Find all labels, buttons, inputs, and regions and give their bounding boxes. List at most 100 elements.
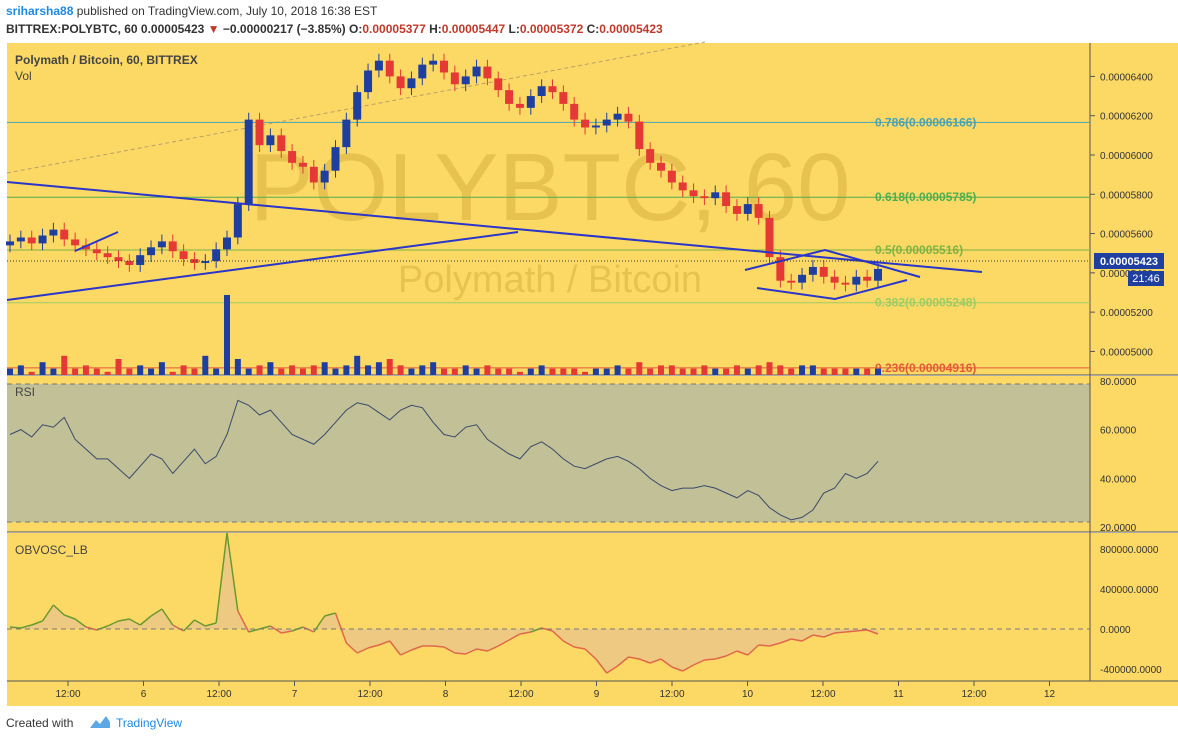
volume-bar bbox=[799, 365, 806, 375]
volume-bar bbox=[842, 368, 849, 375]
candle-body bbox=[874, 268, 882, 281]
obv-segment bbox=[378, 640, 391, 646]
candle-body bbox=[212, 249, 221, 262]
volume-bar bbox=[397, 365, 404, 375]
obv-segment bbox=[205, 622, 217, 627]
candle-body bbox=[407, 78, 416, 89]
volume-bar bbox=[148, 368, 155, 375]
volume-bars bbox=[7, 295, 881, 375]
obv-segment bbox=[562, 640, 575, 648]
obv-segment bbox=[215, 532, 228, 624]
obv-segment bbox=[704, 658, 716, 661]
rsi-line bbox=[9, 399, 879, 521]
volume-bar bbox=[625, 368, 632, 375]
obv-segment bbox=[736, 650, 749, 656]
chart-canvas[interactable]: POLYBTC, 60 Polymath / Bitcoin 0.786(0.0… bbox=[0, 40, 1178, 706]
symbol-label: BITTREX:POLYBTC, 60 bbox=[6, 22, 138, 36]
descending-trendline[interactable] bbox=[6, 181, 983, 273]
obv-pane[interactable] bbox=[7, 533, 1090, 681]
price-axis[interactable] bbox=[1090, 43, 1178, 375]
obv-segment bbox=[356, 647, 369, 654]
fib-level-label: 0.382(0.00005248) bbox=[875, 296, 976, 310]
candle-body bbox=[472, 66, 481, 77]
change-value: −0.00000217 (−3.85%) bbox=[222, 22, 346, 36]
candle-body bbox=[787, 280, 796, 283]
candle-body bbox=[49, 229, 58, 236]
author-link[interactable]: sriharsha88 bbox=[6, 4, 74, 18]
volume-bar bbox=[202, 355, 209, 375]
volume-bar bbox=[701, 365, 708, 375]
candle-body bbox=[81, 245, 90, 250]
open-value: 0.00005377 bbox=[362, 22, 426, 36]
candle-body bbox=[277, 135, 286, 152]
volume-bar bbox=[755, 365, 762, 375]
volume-bar bbox=[375, 362, 382, 375]
volume-bar bbox=[744, 368, 751, 375]
candle-body bbox=[71, 239, 80, 246]
time-axis[interactable] bbox=[7, 681, 1178, 706]
candle-body bbox=[863, 276, 872, 281]
time-tick-label: 12:00 bbox=[206, 689, 231, 700]
pennant-left[interactable] bbox=[74, 231, 119, 252]
volume-bar bbox=[386, 359, 393, 375]
obv-segment bbox=[823, 632, 835, 638]
volume-bar bbox=[137, 365, 144, 375]
tradingview-logo-icon[interactable] bbox=[88, 714, 112, 730]
volume-bar bbox=[549, 368, 556, 375]
obv-segment bbox=[725, 650, 738, 657]
obv-segment bbox=[584, 648, 597, 660]
candle-body bbox=[125, 261, 134, 265]
obv-segment bbox=[812, 634, 824, 638]
obv-segment bbox=[660, 658, 673, 668]
price-tick-label: 0.00005600 bbox=[1100, 230, 1153, 241]
pennant-lower[interactable] bbox=[756, 279, 908, 301]
obv-segment bbox=[150, 608, 163, 617]
close-label: C: bbox=[586, 22, 600, 36]
obv-fill bbox=[10, 533, 878, 673]
rsi-band bbox=[7, 384, 1090, 522]
volume-bar bbox=[690, 368, 697, 375]
candle-body bbox=[92, 249, 101, 254]
volume-bar bbox=[853, 368, 860, 375]
volume-bar bbox=[82, 365, 89, 375]
obv-segment bbox=[856, 629, 868, 632]
volume-bar bbox=[462, 365, 469, 375]
publish-info: sriharsha88 published on TradingView.com… bbox=[6, 4, 377, 18]
candle-body bbox=[505, 90, 514, 104]
volume-bar bbox=[50, 368, 57, 375]
price-tick-label: 0.00005400 bbox=[1100, 269, 1153, 280]
candle-body bbox=[667, 170, 676, 183]
candle-body bbox=[526, 96, 535, 108]
main-pane[interactable] bbox=[7, 43, 1090, 375]
candle-body bbox=[483, 66, 492, 79]
candle-body bbox=[320, 170, 329, 183]
candles bbox=[6, 53, 882, 292]
candle-body bbox=[298, 162, 307, 167]
obv-segment bbox=[400, 649, 412, 656]
obv-segment bbox=[791, 638, 803, 642]
obv-segment bbox=[476, 648, 488, 652]
obv-segment bbox=[74, 618, 87, 628]
time-axis-labels: 12:00 6 12:00 7 12:00 8 12:00 9 12:00 10 12:00 11 12… bbox=[55, 681, 1055, 700]
obv-segment bbox=[334, 612, 348, 644]
obv-segment bbox=[41, 604, 55, 622]
obv-segment bbox=[389, 640, 402, 656]
ascending-trendline[interactable] bbox=[6, 231, 519, 301]
volume-bar bbox=[126, 368, 133, 375]
candle-body bbox=[808, 266, 817, 275]
candle-body bbox=[103, 253, 112, 258]
candle-body bbox=[201, 261, 210, 264]
obv-segment bbox=[443, 646, 456, 654]
obv-segment bbox=[139, 615, 152, 626]
volume-bar bbox=[820, 368, 827, 375]
candle-body bbox=[331, 147, 340, 171]
watermark-symbol: POLYBTC, 60 bbox=[249, 134, 850, 241]
obv-segment bbox=[324, 612, 336, 617]
pennant-upper[interactable] bbox=[744, 248, 921, 278]
obv-segment bbox=[574, 646, 586, 650]
volume-bar bbox=[115, 359, 122, 375]
volume-bar bbox=[256, 365, 263, 375]
obv-segment bbox=[9, 626, 21, 629]
tradingview-link[interactable]: TradingView bbox=[116, 716, 183, 730]
volume-bar bbox=[560, 368, 567, 375]
